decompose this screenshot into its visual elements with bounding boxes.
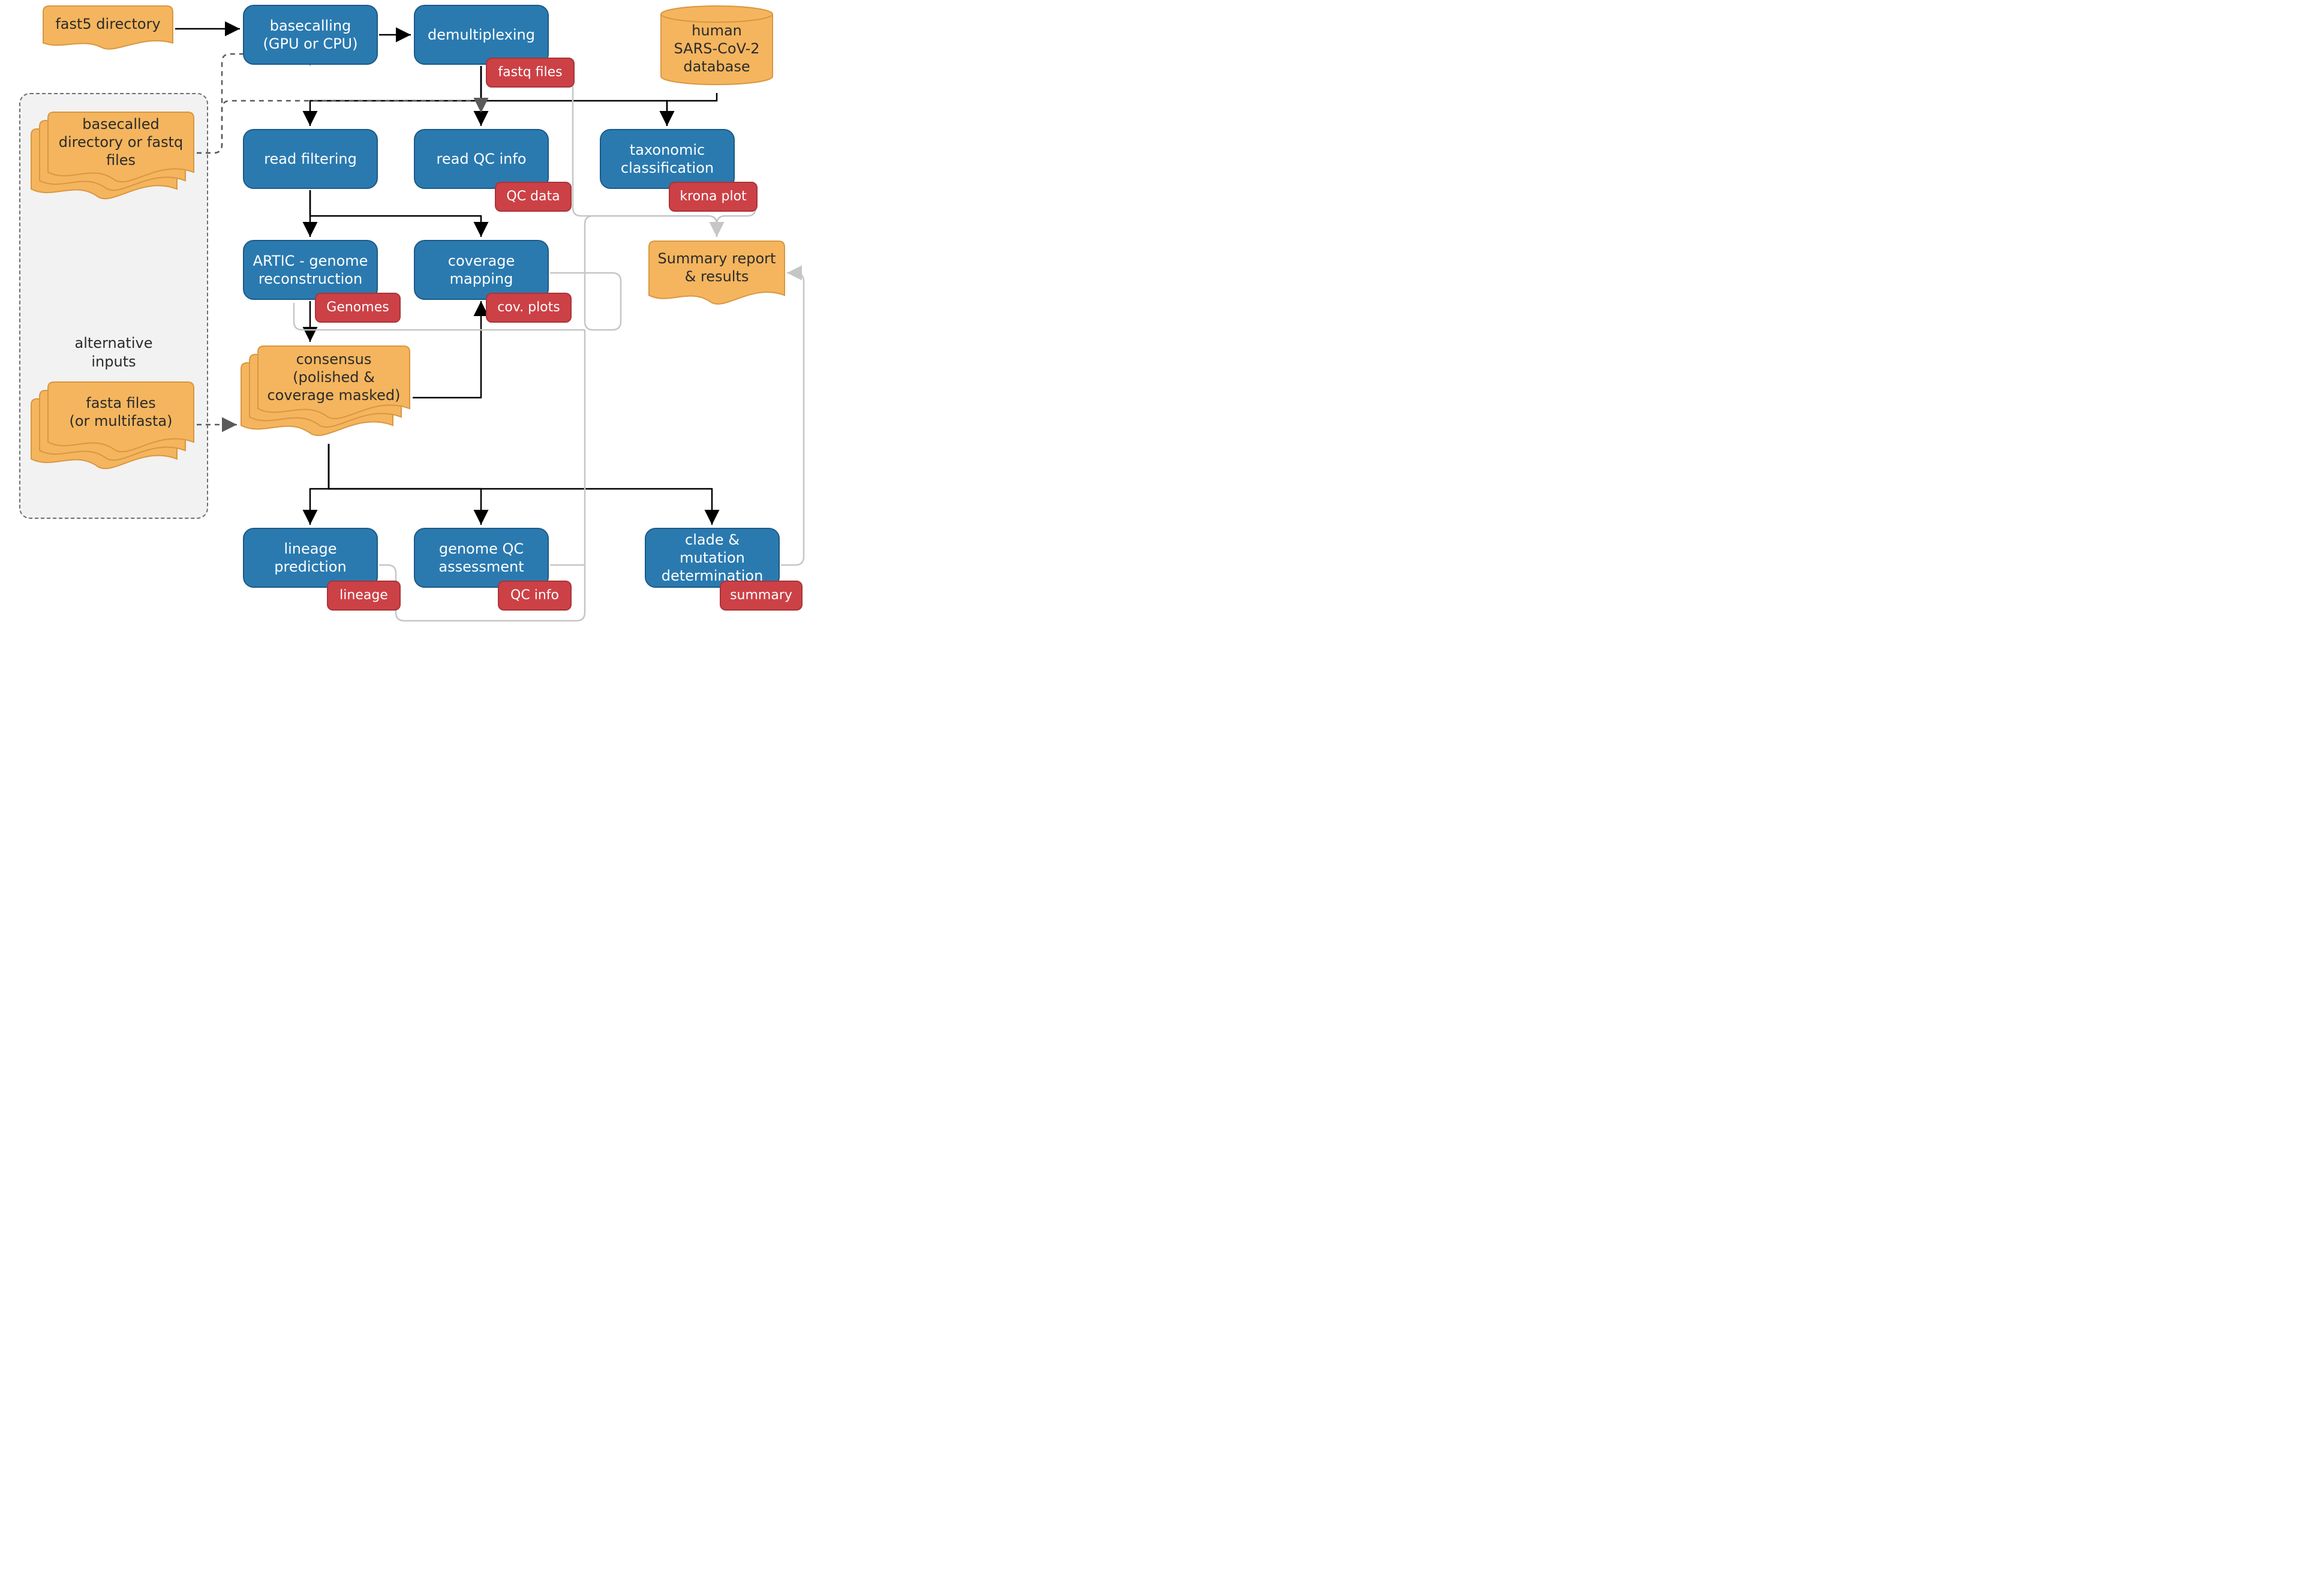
edge-11 [329, 444, 481, 525]
alternative-inputs-label: alternativeinputs [20, 334, 207, 371]
node-basecalling: basecalling(GPU or CPU) [243, 5, 378, 65]
node-artic: ARTIC - genomereconstruction [243, 240, 378, 300]
edge-5 [667, 93, 717, 126]
edge-22 [781, 273, 804, 565]
node-summary: Summary report& results [648, 240, 786, 309]
edge-2 [310, 66, 481, 126]
node-clade: clade & mutationdetermination [645, 528, 780, 588]
edge-9 [413, 301, 481, 398]
badge-genomeqc: QC info [498, 581, 572, 611]
node-genomeqc: genome QCassessment [414, 528, 549, 588]
edge-10 [310, 444, 329, 525]
badge-artic: Genomes [315, 293, 401, 323]
badge-lineage: lineage [327, 581, 401, 611]
badge-covmap: cov. plots [486, 293, 572, 323]
edge-7 [310, 190, 481, 237]
node-consensus: consensus(polished &coverage masked) [240, 345, 411, 441]
badge-demux: fastq files [486, 58, 575, 88]
node-covmap: coveragemapping [414, 240, 549, 300]
node-database: humanSARS-CoV-2database [660, 5, 774, 86]
badge-clade: summary [720, 581, 803, 611]
node-fastafiles: fasta files(or multifasta) [30, 381, 195, 474]
badge-taxclass: krona plot [669, 182, 758, 212]
node-taxclass: taxonomicclassification [600, 129, 735, 189]
node-lineage: lineageprediction [243, 528, 378, 588]
node-demux: demultiplexing [414, 5, 549, 65]
badge-readqc: QC data [495, 182, 572, 212]
node-readqc: read QC info [414, 129, 549, 189]
flowchart-canvas: alternativeinputs fast5 directory [0, 0, 945, 651]
node-fast5: fast5 directory [42, 5, 174, 53]
node-basecalled: basecalleddirectory or fastqfiles [30, 111, 195, 204]
edge-12 [329, 444, 712, 525]
node-readfilter: read filtering [243, 129, 378, 189]
